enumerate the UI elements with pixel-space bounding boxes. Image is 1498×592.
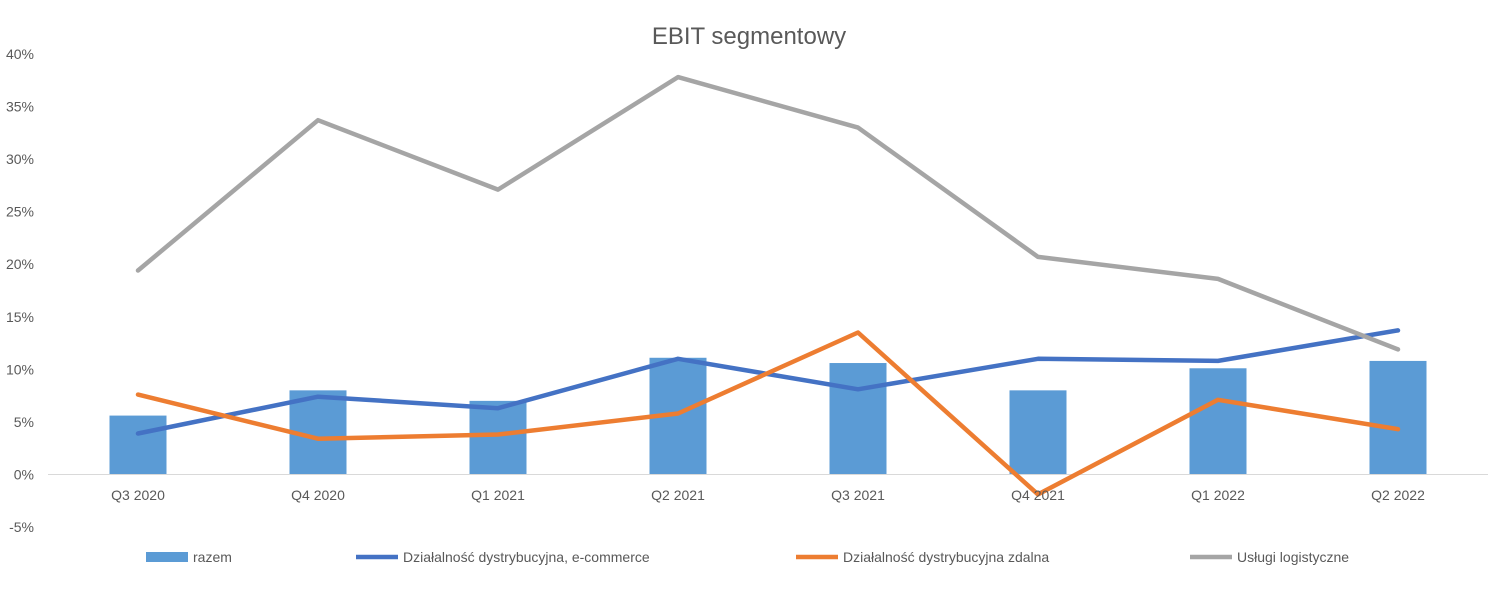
line-series bbox=[135, 74, 1401, 497]
bar-q1-2022 bbox=[1189, 368, 1247, 475]
x-tick-label: Q2 2021 bbox=[651, 487, 705, 503]
legend-swatch bbox=[146, 552, 188, 562]
bar-q2-2022 bbox=[1369, 360, 1427, 475]
series-line-3 bbox=[135, 74, 1401, 352]
bar-series bbox=[109, 357, 1427, 475]
chart-title: EBIT segmentowy bbox=[652, 23, 846, 50]
y-tick-label: 10% bbox=[6, 361, 34, 377]
legend-label: Usługi logistyczne bbox=[1237, 549, 1349, 565]
y-tick-label: 25% bbox=[6, 204, 34, 220]
x-tick-label: Q4 2021 bbox=[1011, 487, 1065, 503]
legend: razem Działalność dystrybucyjna, e-commer… bbox=[146, 549, 1349, 565]
x-tick-label: Q1 2021 bbox=[471, 487, 525, 503]
y-tick-label: 35% bbox=[6, 99, 34, 115]
x-axis-ticks: Q3 2020 Q4 2020 Q1 2021 Q2 2021 Q3 2021 Q4 20… bbox=[111, 487, 1425, 503]
y-tick-label: 40% bbox=[6, 46, 34, 62]
bar-q3-2021 bbox=[829, 363, 887, 475]
legend-label: razem bbox=[193, 549, 232, 565]
y-axis-ticks: 40% 35% 30% 25% 20% 15% 10% 5% 0% -5% bbox=[6, 46, 34, 535]
x-tick-label: Q4 2020 bbox=[291, 487, 345, 503]
y-tick-label: -5% bbox=[9, 519, 34, 535]
x-tick-label: Q1 2022 bbox=[1191, 487, 1245, 503]
x-tick-label: Q3 2021 bbox=[831, 487, 885, 503]
legend-label: Działalność dystrybucyjna zdalna bbox=[843, 549, 1049, 565]
bar-q1-2021 bbox=[469, 400, 527, 475]
y-tick-label: 5% bbox=[14, 414, 34, 430]
bar-q3-2020 bbox=[109, 415, 167, 475]
y-tick-label: 15% bbox=[6, 309, 34, 325]
y-tick-label: 20% bbox=[6, 256, 34, 272]
legend-label: Działalność dystrybucyjna, e-commerce bbox=[403, 549, 650, 565]
bar-q4-2021 bbox=[1009, 390, 1067, 475]
series-line-2 bbox=[135, 330, 1401, 497]
y-tick-label: 30% bbox=[6, 151, 34, 167]
x-tick-label: Q3 2020 bbox=[111, 487, 165, 503]
x-tick-label: Q2 2022 bbox=[1371, 487, 1425, 503]
y-tick-label: 0% bbox=[14, 466, 34, 482]
